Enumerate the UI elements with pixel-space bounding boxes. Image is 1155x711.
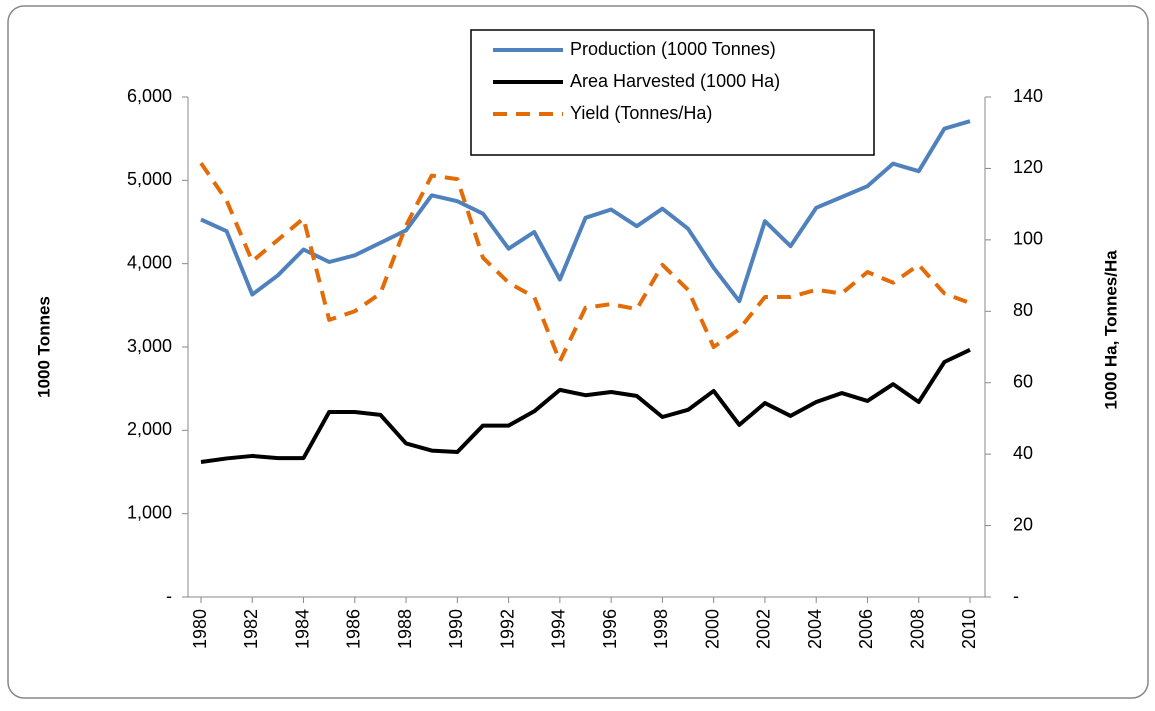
y-tick-label: - xyxy=(166,586,172,606)
x-tick-label: 1988 xyxy=(395,609,415,649)
x-tick-label: 2006 xyxy=(856,609,876,649)
x-tick-label: 1998 xyxy=(651,609,671,649)
y2-tick-label: 80 xyxy=(1013,300,1033,320)
y-tick-label: 1,000 xyxy=(127,502,172,522)
x-tick-label: 2004 xyxy=(805,609,825,649)
y-tick-label: 6,000 xyxy=(127,86,172,106)
y2-tick-label: - xyxy=(1013,586,1019,606)
x-tick-label: 1990 xyxy=(446,609,466,649)
x-tick-label: 1980 xyxy=(190,609,210,649)
y2-tick-label: 120 xyxy=(1013,157,1043,177)
x-tick-label: 2008 xyxy=(907,609,927,649)
y-tick-label: 5,000 xyxy=(127,169,172,189)
x-tick-label: 1984 xyxy=(292,609,312,649)
x-tick-label: 1996 xyxy=(600,609,620,649)
x-tick-label: 1982 xyxy=(241,609,261,649)
y-axis-title: 1000 Tonnes xyxy=(34,296,53,398)
y-tick-label: 3,000 xyxy=(127,336,172,356)
series-line xyxy=(200,348,971,464)
x-tick-label: 2010 xyxy=(959,609,979,649)
series-line xyxy=(199,161,971,364)
x-tick-label: 2002 xyxy=(754,609,774,649)
legend-label: Area Harvested (1000 Ha) xyxy=(570,71,780,91)
chart-frame xyxy=(7,5,1149,699)
legend-label: Production (1000 Tonnes) xyxy=(570,39,776,59)
x-tick-label: 2000 xyxy=(702,609,722,649)
x-tick-label: 1994 xyxy=(549,609,569,649)
y-tick-label: 4,000 xyxy=(127,252,172,272)
x-tick-label: 1992 xyxy=(497,609,517,649)
y2-tick-label: 40 xyxy=(1013,443,1033,463)
y2-tick-label: 60 xyxy=(1013,371,1033,391)
series-line xyxy=(200,119,971,304)
y-tick-label: 2,000 xyxy=(127,419,172,439)
y2-axis-title: 1000 Ha, Tonnes/Ha xyxy=(1101,250,1120,410)
y2-tick-label: 140 xyxy=(1013,86,1043,106)
legend-label: Yield (Tonnes/Ha) xyxy=(570,103,712,123)
y2-tick-label: 100 xyxy=(1013,229,1043,249)
y2-tick-label: 20 xyxy=(1013,514,1033,534)
x-tick-label: 1986 xyxy=(344,609,364,649)
